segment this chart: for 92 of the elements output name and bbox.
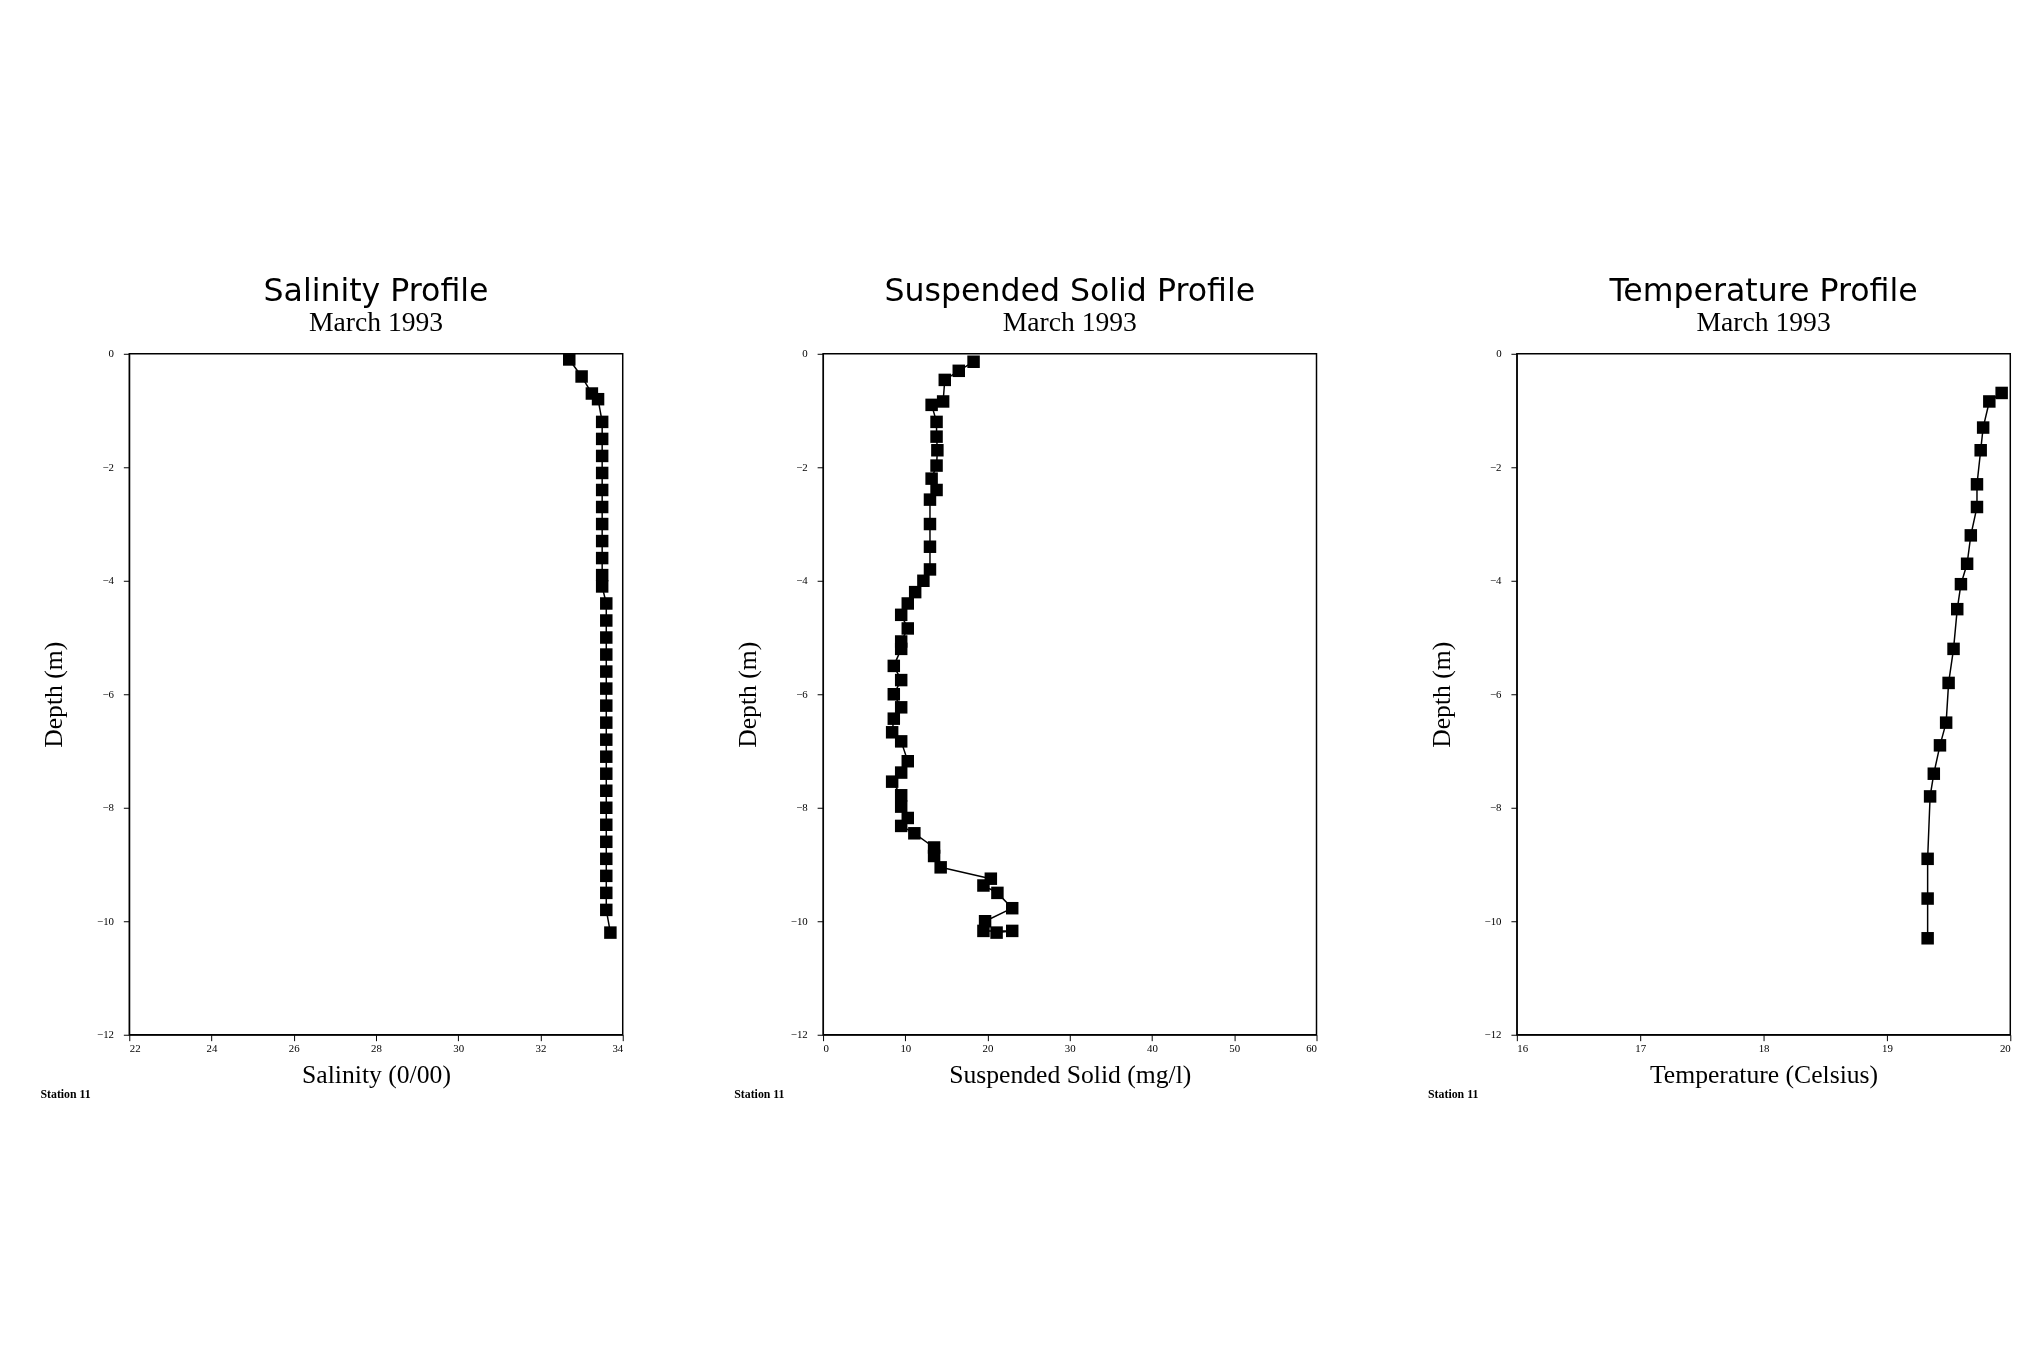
- point: [977, 924, 990, 938]
- point: [931, 444, 944, 457]
- y-tick-label: −8: [1490, 801, 1503, 814]
- point: [887, 712, 901, 725]
- point: [894, 642, 908, 656]
- y-tick-label: −6: [1490, 687, 1503, 700]
- point: [894, 673, 908, 687]
- point: [887, 659, 901, 673]
- y-axis-title: Depth (m): [733, 641, 763, 748]
- point: [930, 415, 943, 429]
- point: [938, 373, 952, 387]
- y-tick-label: −2: [1490, 460, 1502, 473]
- x-tick-label: 30: [453, 1042, 465, 1055]
- x-tick-label: 32: [535, 1042, 547, 1055]
- y-tick-label: −12: [790, 1028, 808, 1041]
- chart-title: Suspended Solid Profile: [884, 271, 1256, 308]
- x-tick-label: 30: [1064, 1042, 1077, 1055]
- y-tick-label: −10: [790, 914, 809, 927]
- point: [923, 563, 937, 576]
- chart-title: Salinity Profile: [263, 271, 489, 308]
- x-axis-title: Temperature (Celsius): [1649, 1059, 1879, 1089]
- text: Station 11: [1428, 1086, 1479, 1101]
- point: [990, 926, 1003, 939]
- y-tick-label: 0: [802, 347, 809, 360]
- point: [925, 398, 938, 412]
- x-tick-label: 50: [1229, 1042, 1241, 1055]
- y-tick-label: 0: [108, 347, 115, 360]
- point: [887, 688, 901, 701]
- text: Station 11: [40, 1086, 91, 1101]
- point: [917, 574, 930, 588]
- y-tick-label: −4: [1490, 574, 1503, 587]
- x-tick-label: 20: [1999, 1042, 2012, 1055]
- y-tick-label: −2: [796, 460, 808, 473]
- x-tick-label: 40: [1147, 1042, 1159, 1055]
- point: [894, 766, 908, 779]
- point: [991, 886, 1004, 900]
- point: [967, 355, 980, 368]
- y-axis-title: Depth (m): [39, 641, 69, 748]
- point: [894, 800, 908, 813]
- point: [908, 827, 921, 840]
- x-tick-label: 28: [371, 1042, 383, 1055]
- y-tick-label: −12: [97, 1028, 114, 1041]
- point: [925, 472, 938, 485]
- chart-subtitle: March 1993: [1002, 306, 1137, 338]
- point: [923, 493, 937, 506]
- point: [885, 775, 899, 788]
- x-tick-label: 60: [1306, 1042, 1318, 1055]
- point: [952, 364, 965, 378]
- point: [894, 701, 908, 714]
- y-tick-label: 0: [1496, 347, 1503, 360]
- point: [934, 861, 947, 874]
- point: [923, 517, 937, 531]
- point: [1005, 901, 1019, 915]
- x-tick-label: 18: [1758, 1042, 1771, 1055]
- y-tick-label: −8: [796, 801, 809, 814]
- point: [930, 430, 943, 443]
- x-tick-label: 22: [129, 1042, 141, 1055]
- point: [885, 726, 899, 739]
- point: [901, 622, 915, 635]
- y-tick-label: −6: [796, 687, 809, 700]
- x-tick-label: 26: [288, 1042, 301, 1055]
- y-tick-label: −6: [102, 687, 115, 700]
- y-tick-label: −12: [1484, 1028, 1502, 1041]
- y-tick-label: −10: [1484, 914, 1503, 927]
- x-tick-label: 10: [900, 1042, 912, 1055]
- point: [894, 735, 908, 748]
- y-tick-label: −4: [796, 574, 809, 587]
- chart-title: Temperature Profile: [1608, 271, 1918, 308]
- x-tick-label: 24: [206, 1042, 219, 1055]
- x-tick-label: 16: [1517, 1042, 1529, 1055]
- x-tick-label: 34: [612, 1042, 624, 1055]
- point: [977, 879, 990, 892]
- y-tick-label: −2: [102, 460, 114, 473]
- point: [894, 608, 908, 622]
- x-tick-label: 0: [823, 1042, 830, 1055]
- point: [936, 395, 950, 408]
- point: [930, 459, 943, 472]
- x-tick-label: 19: [1882, 1042, 1893, 1055]
- point: [923, 540, 937, 553]
- y-tick-label: −10: [97, 914, 115, 927]
- x-tick-label: 17: [1635, 1042, 1647, 1055]
- y-tick-label: −4: [102, 574, 115, 587]
- chart-subtitle: March 1993: [1696, 306, 1831, 338]
- x-axis-title: Salinity (0/00): [302, 1059, 451, 1089]
- y-tick-label: −8: [102, 801, 115, 814]
- text: Station 11: [734, 1086, 785, 1101]
- point: [894, 819, 908, 833]
- point: [1005, 924, 1019, 938]
- x-axis-title: Suspended Solid (mg/l): [949, 1059, 1192, 1089]
- x-tick-label: 20: [982, 1042, 995, 1055]
- point: [901, 597, 915, 610]
- y-axis-title: Depth (m): [1427, 641, 1457, 748]
